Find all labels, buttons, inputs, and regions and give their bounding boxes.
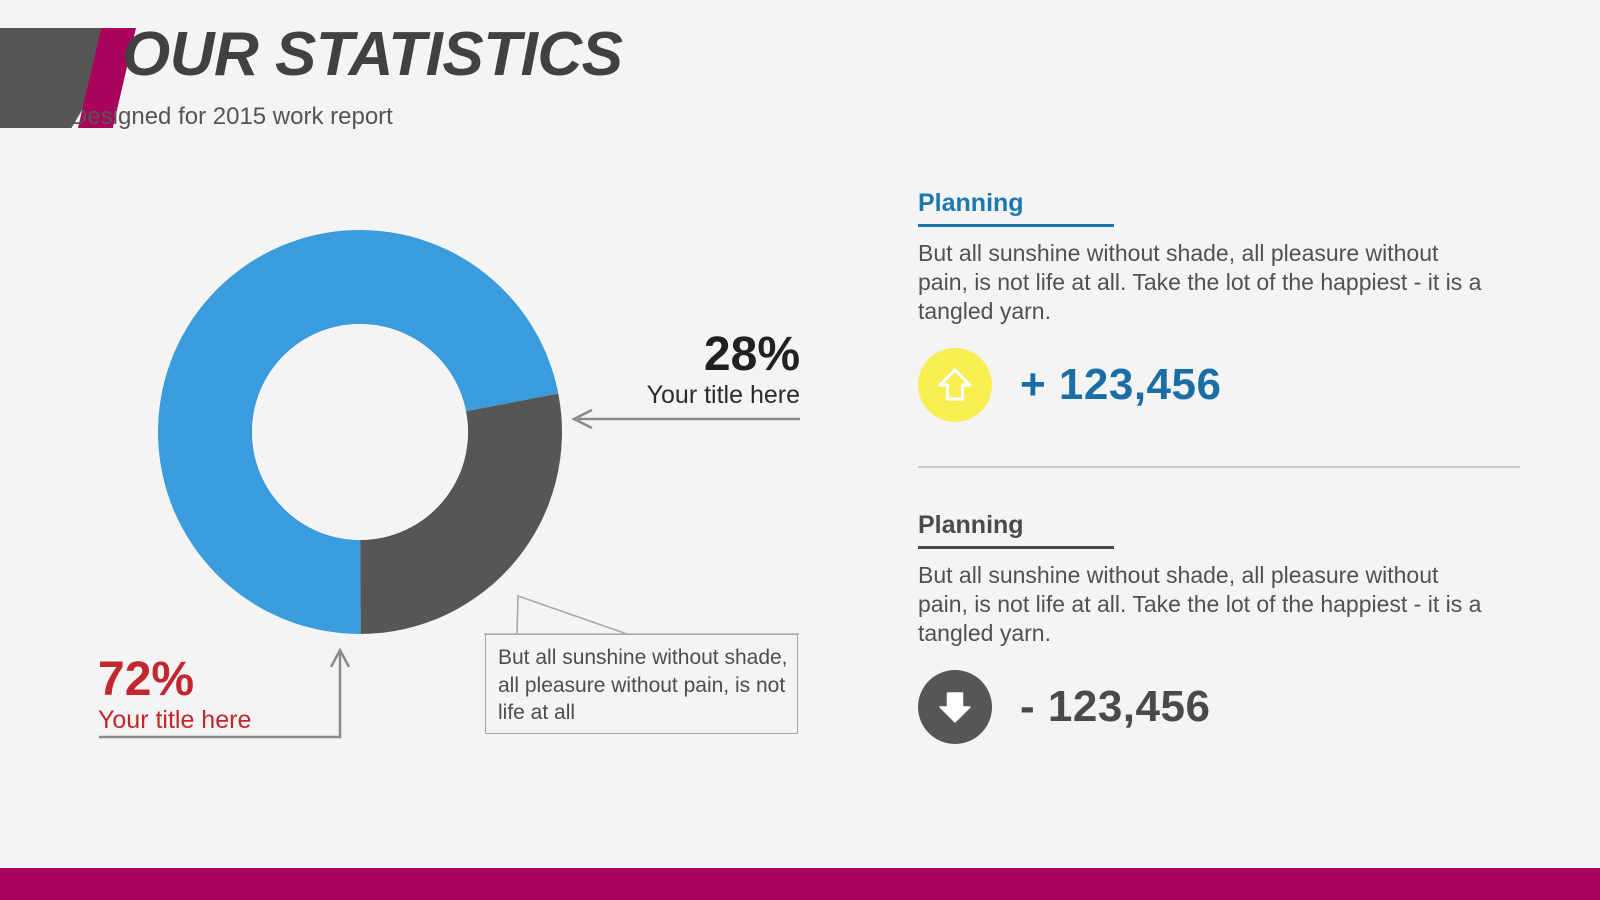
slide-header: OUR STATISTICS Designed for 2015 work re… xyxy=(0,0,1600,150)
info-panel: Planning But all sunshine without shade,… xyxy=(918,189,1520,745)
gray-segment-percent: 28% xyxy=(703,328,800,381)
block-2-heading-rule xyxy=(918,545,1114,549)
footer-bar xyxy=(0,868,1600,900)
gray-segment-label: 28% Your title here xyxy=(575,328,800,410)
donut-chart xyxy=(150,222,570,642)
block-1-heading-rule xyxy=(918,223,1114,227)
footer-hairline xyxy=(0,865,1600,868)
info-block-planning-2: Planning But all sunshine without shade,… xyxy=(918,511,1520,745)
blue-segment-title: Your title here xyxy=(98,706,252,735)
block-2-body: But all sunshine without shade, all plea… xyxy=(918,561,1482,647)
donut-segment-gray xyxy=(360,393,562,634)
block-1-body: But all sunshine without shade, all plea… xyxy=(918,239,1482,324)
page-subtitle: Designed for 2015 work report xyxy=(70,103,393,130)
block-1-stat-row: + 123,456 xyxy=(918,348,1520,423)
gray-segment-leader-line xyxy=(571,408,800,430)
info-block-planning-1: Planning But all sunshine without shade,… xyxy=(918,189,1520,423)
callout-box: But all sunshine without shade, all plea… xyxy=(485,634,798,734)
arrow-up-icon xyxy=(918,348,992,423)
page-title: OUR STATISTICS xyxy=(122,20,623,89)
block-1-heading: Planning xyxy=(918,189,1024,217)
blue-segment-percent: 72% xyxy=(98,653,195,706)
block-2-stat-value: - 123,456 xyxy=(1020,682,1211,732)
block-2-stat-row: - 123,456 xyxy=(918,670,1520,745)
blue-segment-label: 72% Your title here xyxy=(98,653,338,735)
donut-segment-blue xyxy=(158,230,559,635)
donut-hole xyxy=(252,324,468,540)
callout-text: But all sunshine without shade, all plea… xyxy=(498,646,788,725)
block-2-heading: Planning xyxy=(918,511,1024,540)
gray-segment-title: Your title here xyxy=(646,381,800,410)
arrow-down-icon xyxy=(918,670,992,745)
panel-divider xyxy=(918,466,1520,469)
block-1-stat-value: + 123,456 xyxy=(1020,360,1222,410)
